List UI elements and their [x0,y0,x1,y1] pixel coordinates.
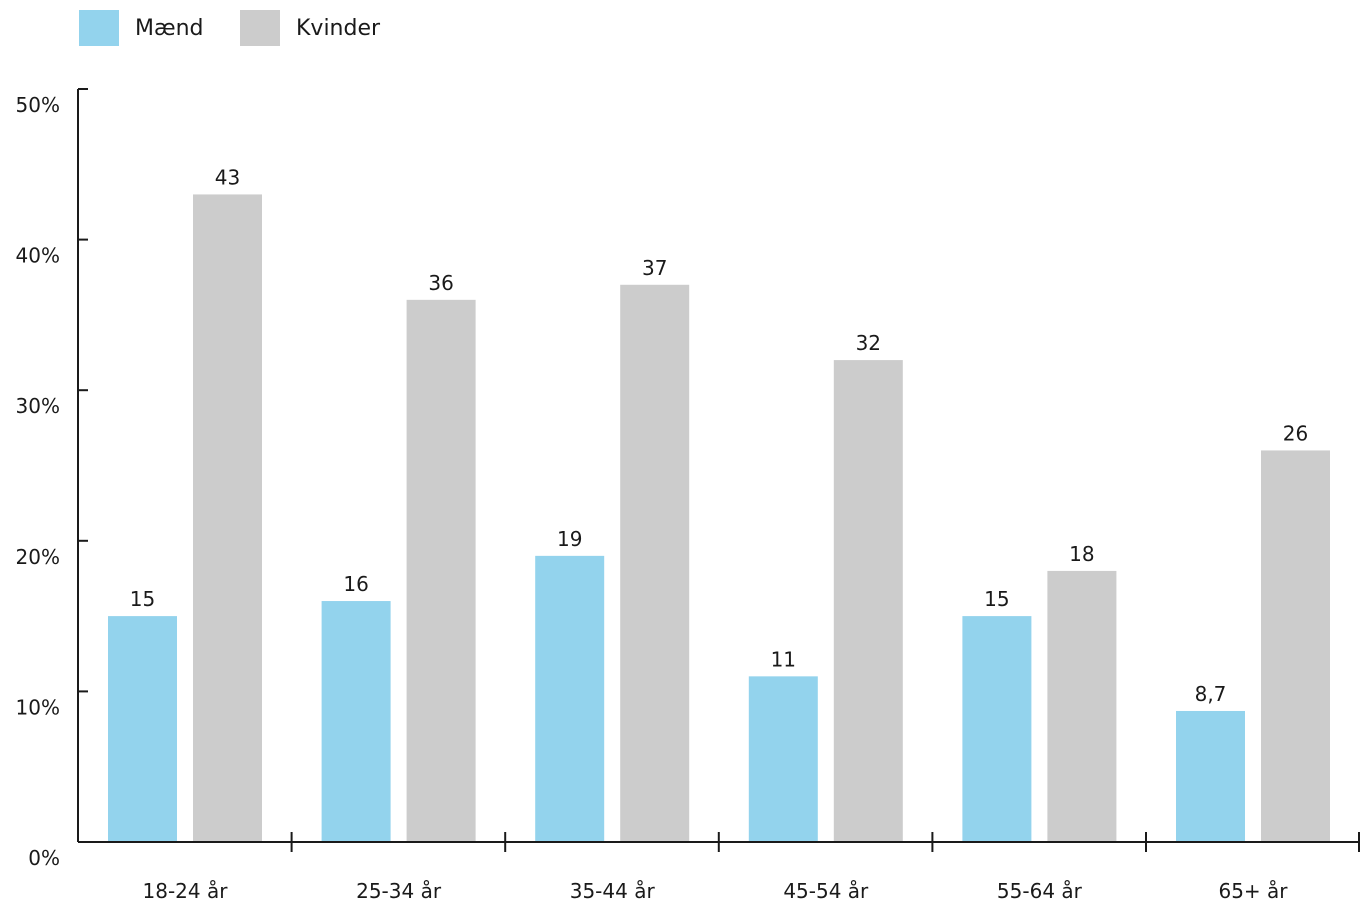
legend-swatch-kvinder [240,10,280,46]
y-tick-label-0: 0% [28,846,60,870]
y-tick-label-1: 10% [16,695,60,719]
data-label-kvinder-0: 43 [215,165,240,189]
bar-kvinder-4 [1047,570,1117,842]
data-label-kvinder-4: 18 [1069,542,1094,566]
data-label-kvinder-1: 36 [428,271,453,295]
bar-kvinder-0 [193,194,262,843]
x-tick-label-0: 18-24 år [143,879,229,903]
bar-maend-0 [108,616,177,842]
legend-label-kvinder: Kvinder [296,16,381,41]
x-tick-label-5: 65+ år [1218,879,1288,903]
bar-maend-1 [321,601,391,842]
bar-kvinder-2 [620,284,690,842]
bar-maend-2 [535,555,605,842]
bar-kvinder-5 [1261,450,1330,842]
data-label-kvinder-5: 26 [1283,421,1308,445]
y-tick-label-2: 20% [16,545,60,569]
data-label-maend-1: 16 [343,572,368,596]
bar-kvinder-3 [833,360,903,842]
x-tick-label-1: 25-34 år [356,879,442,903]
data-label-kvinder-3: 32 [856,331,881,355]
data-label-maend-2: 19 [557,527,582,551]
legend-swatch-maend [79,10,119,46]
bar-maend-5 [1176,710,1245,842]
legend: Mænd Kvinder [0,0,600,60]
data-label-maend-5: 8,7 [1195,682,1227,706]
x-tick-label-3: 45-54 år [783,879,869,903]
legend-label-maend: Mænd [135,16,204,41]
x-tick-label-2: 35-44 år [570,879,656,903]
y-tick-label-3: 30% [16,394,60,418]
y-tick-label-5: 50% [16,93,60,117]
x-tick-label-4: 55-64 år [997,879,1083,903]
data-label-maend-3: 11 [771,647,796,671]
y-tick-label-4: 40% [16,244,60,268]
bar-kvinder-1 [406,299,476,843]
bar-maend-3 [748,676,818,842]
data-label-kvinder-2: 37 [642,256,667,280]
data-label-maend-4: 15 [984,587,1009,611]
data-label-maend-0: 15 [130,587,155,611]
bar-maend-4 [962,616,1032,842]
